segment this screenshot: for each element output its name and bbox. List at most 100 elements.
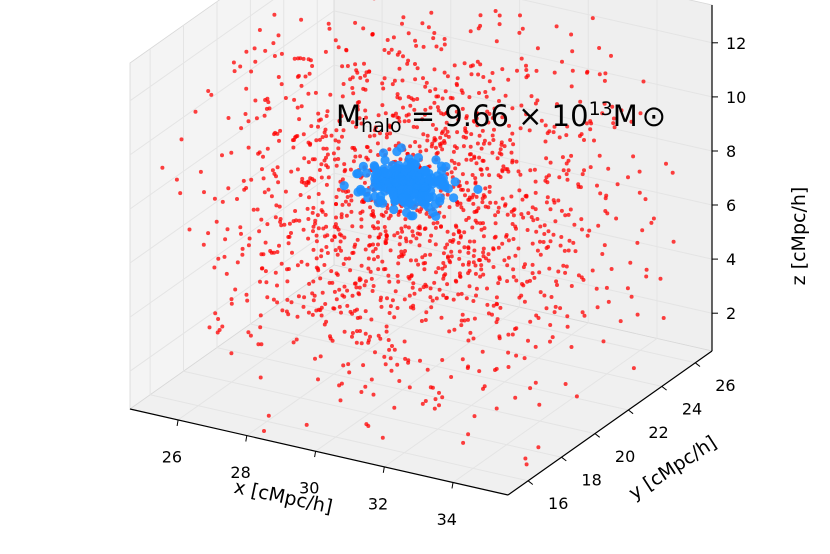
red-particle-point	[569, 153, 574, 158]
red-particle-point	[355, 104, 360, 109]
red-particle-point	[382, 354, 387, 359]
red-particle-point	[472, 316, 477, 321]
red-particle-point	[557, 135, 562, 140]
red-particle-point	[244, 49, 249, 54]
red-particle-point	[420, 255, 425, 260]
red-particle-point	[462, 230, 467, 235]
red-particle-point	[278, 128, 283, 133]
red-particle-point	[626, 175, 630, 180]
red-particle-point	[551, 198, 556, 203]
red-particle-point	[505, 279, 510, 284]
red-particle-point	[352, 308, 357, 313]
red-particle-point	[316, 124, 320, 129]
red-particle-point	[618, 319, 623, 324]
red-particle-point	[553, 219, 558, 224]
red-particle-point	[486, 205, 491, 210]
red-particle-point	[322, 130, 327, 135]
red-particle-point	[434, 44, 439, 49]
red-particle-point	[418, 149, 423, 154]
red-particle-point	[548, 239, 553, 244]
z-axis-tick-label: 2	[726, 304, 736, 323]
red-particle-point	[341, 262, 346, 266]
red-particle-point	[396, 212, 401, 217]
red-particle-point	[436, 266, 441, 271]
red-particle-point	[424, 80, 429, 85]
red-particle-point	[212, 196, 217, 201]
red-particle-point	[261, 154, 265, 159]
red-particle-point	[365, 78, 370, 83]
red-particle-point	[434, 127, 439, 132]
red-particle-point	[363, 108, 368, 113]
red-particle-point	[438, 144, 443, 148]
z-axis-tick-label: 4	[726, 250, 736, 269]
red-particle-point	[356, 291, 361, 296]
red-particle-point	[299, 17, 304, 22]
red-particle-point	[314, 256, 319, 261]
red-particle-point	[214, 219, 219, 224]
red-particle-point	[322, 263, 327, 267]
z-axis-tick-label: 6	[726, 196, 736, 215]
red-particle-point	[324, 224, 329, 229]
red-particle-point	[350, 293, 355, 298]
red-particle-point	[369, 212, 374, 217]
red-particle-point	[371, 392, 376, 397]
red-particle-point	[395, 92, 400, 97]
red-particle-point	[502, 144, 507, 149]
red-particle-point	[432, 31, 437, 35]
red-particle-point	[334, 297, 339, 302]
red-particle-point	[470, 225, 475, 230]
red-particle-point	[316, 192, 321, 196]
red-particle-point	[359, 390, 364, 394]
red-particle-point	[524, 112, 529, 117]
red-particle-point	[351, 250, 356, 255]
grid-lines	[129, 0, 713, 483]
red-particle-point	[468, 144, 473, 149]
title-exponent: 13	[589, 98, 613, 120]
red-particle-point	[429, 10, 434, 15]
red-particle-point	[384, 240, 389, 245]
red-particle-point	[358, 154, 363, 159]
red-particle-point	[355, 70, 360, 75]
red-particle-point	[556, 198, 561, 203]
halo-member-point	[396, 143, 406, 153]
red-particle-point	[340, 94, 345, 99]
red-particle-point	[559, 235, 564, 239]
red-particle-point	[509, 150, 514, 155]
title-sun-symbol: ⊙	[642, 99, 666, 133]
red-particle-point	[193, 109, 198, 114]
red-particle-point	[340, 202, 345, 207]
red-particle-point	[574, 394, 579, 399]
red-particle-point	[285, 297, 290, 302]
red-particle-point	[384, 233, 389, 237]
red-particle-point	[371, 242, 375, 247]
red-particle-point	[428, 385, 433, 390]
red-particle-point	[475, 123, 480, 128]
red-particle-point	[444, 296, 449, 300]
red-particle-point	[600, 252, 605, 256]
red-particle-point	[344, 213, 349, 218]
red-particle-point	[355, 316, 360, 320]
red-particle-point	[496, 245, 501, 250]
red-particle-point	[229, 351, 234, 356]
red-particle-point	[460, 172, 465, 177]
red-particle-point	[552, 124, 557, 129]
red-particle-point	[597, 46, 602, 50]
red-particle-point	[313, 90, 318, 95]
red-particle-point	[476, 26, 481, 31]
red-particle-point	[402, 339, 407, 344]
red-particle-point	[249, 69, 254, 74]
red-particle-point	[301, 227, 306, 232]
red-particle-point	[459, 318, 464, 323]
red-particle-point	[349, 209, 354, 214]
red-particle-point	[569, 345, 574, 349]
red-particle-point	[483, 90, 488, 94]
red-particle-point	[560, 155, 565, 160]
red-particle-point	[635, 240, 640, 245]
red-particle-point	[497, 277, 502, 282]
red-particle-point	[433, 87, 438, 92]
red-particle-point	[455, 76, 460, 81]
red-particle-point	[362, 73, 367, 78]
red-particle-point	[306, 57, 311, 62]
red-particle-point	[442, 70, 447, 75]
red-particle-point	[511, 274, 516, 279]
